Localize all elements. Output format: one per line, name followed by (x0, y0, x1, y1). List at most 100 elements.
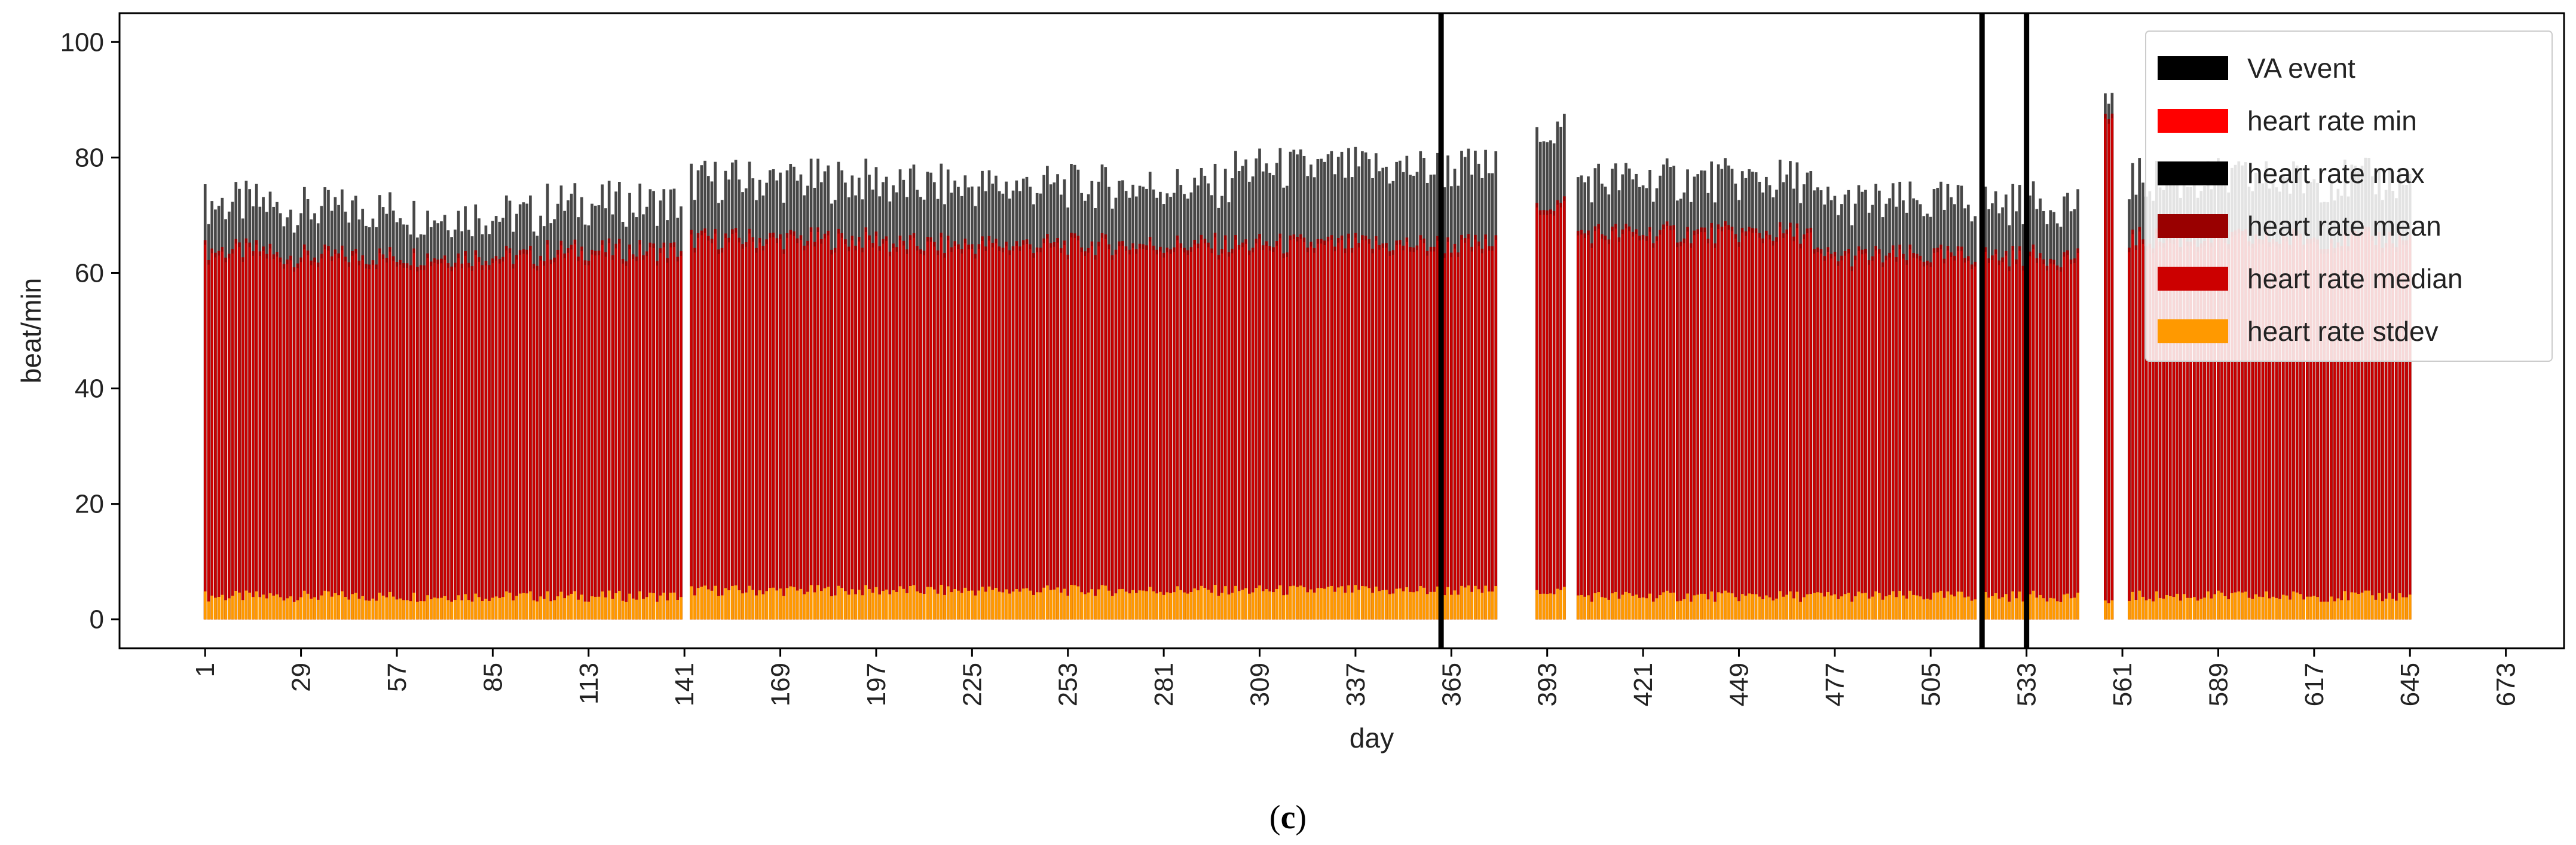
bar-stdev (1997, 599, 2001, 620)
bar-median (245, 243, 247, 620)
bar-stdev (1457, 594, 1460, 620)
bar-median (711, 243, 713, 620)
bar-median (1341, 240, 1343, 620)
bar-stdev (648, 593, 652, 620)
bar-median (919, 254, 922, 620)
bar-stdev (1001, 592, 1005, 620)
bar-stdev (2206, 591, 2210, 620)
bar-stdev (2316, 597, 2319, 620)
bar-stdev (827, 587, 830, 620)
bar-stdev (2370, 595, 2374, 620)
bar-stdev (635, 599, 638, 620)
bar-median (550, 264, 552, 620)
bar-stdev (1778, 591, 1782, 620)
bar-median (1296, 241, 1299, 620)
bar-median (1881, 267, 1884, 620)
bar-stdev (1963, 597, 1966, 620)
bar-median (324, 249, 326, 620)
bar-median (501, 261, 504, 620)
bar-median (2405, 245, 2408, 620)
bar-stdev (1621, 594, 1624, 620)
bar-median (1864, 253, 1867, 620)
bar-stdev (2141, 596, 2144, 620)
bar-stdev (1724, 590, 1727, 620)
bar-stdev (1853, 596, 1857, 620)
bar-stdev (943, 594, 946, 620)
bar-stdev (1546, 594, 1549, 620)
bar-stdev (2254, 594, 2257, 620)
bar-stdev (1399, 588, 1402, 620)
bar-stdev (717, 596, 720, 620)
bar-median (1272, 252, 1275, 620)
bar-median (454, 267, 457, 620)
bar-median (1477, 246, 1480, 620)
bar-stdev (2168, 596, 2172, 620)
bar-stdev (2138, 590, 2141, 620)
bar-stdev (467, 600, 470, 620)
bar-stdev (1056, 587, 1059, 620)
bar-median (1042, 243, 1045, 620)
bar-median (1905, 264, 1908, 620)
bar-median (368, 269, 371, 620)
bar-median (1131, 248, 1134, 620)
bar-stdev (1761, 599, 1764, 620)
bar-median (1361, 239, 1364, 620)
bar-stdev (1665, 590, 1669, 620)
bar-stdev (2015, 598, 2018, 620)
bar-median (824, 238, 826, 620)
bar-median (221, 251, 224, 620)
bar-stdev (769, 588, 772, 620)
legend-box (2145, 30, 2553, 362)
bar-stdev (1991, 596, 1994, 620)
bar-stdev (1682, 599, 1686, 620)
bar-stdev (248, 593, 252, 620)
bar-stdev (1223, 586, 1227, 620)
bar-stdev (446, 600, 450, 620)
bar-median (889, 256, 891, 620)
bar-stdev (1888, 594, 1891, 620)
bar-median (354, 253, 357, 620)
bar-median (478, 261, 481, 620)
bar-median (570, 249, 573, 620)
bar-median (1279, 238, 1281, 620)
bar-median (992, 247, 994, 620)
bar-stdev (751, 590, 755, 620)
legend-label: heart rate max (2247, 158, 2425, 189)
bar-stdev (282, 600, 286, 620)
bar-median (461, 268, 463, 620)
bar-median (2104, 118, 2107, 620)
bar-stdev (286, 598, 289, 620)
bar-stdev (2346, 600, 2350, 620)
bar-median (420, 270, 422, 620)
bar-stdev (525, 593, 529, 620)
bar-stdev (919, 593, 922, 620)
legend-label: VA event (2247, 53, 2355, 84)
bar-median (2076, 253, 2079, 620)
bar-median (2254, 239, 2257, 620)
bar-median (1050, 248, 1052, 620)
bar-median (598, 255, 600, 620)
bar-stdev (1385, 590, 1388, 620)
bar-stdev (381, 596, 385, 620)
bar-stdev (1210, 593, 1213, 620)
bar-median (2131, 234, 2134, 620)
bar-stdev (1378, 591, 1381, 620)
bar-median (1152, 250, 1155, 620)
bar-stdev (806, 591, 809, 620)
bar-stdev (385, 597, 388, 620)
bar-median (1697, 234, 1699, 620)
bar-median (1471, 251, 1473, 620)
bar-stdev (2192, 597, 2196, 620)
bar-median (2029, 256, 2032, 620)
bar-stdev (2069, 598, 2073, 620)
bar-median (204, 245, 206, 620)
bar-median (1077, 240, 1079, 620)
bar-median (1717, 228, 1720, 620)
bar-stdev (2384, 599, 2388, 620)
bar-stdev (1008, 593, 1011, 620)
bar-stdev (2364, 590, 2367, 620)
bar-median (1844, 255, 1846, 620)
bar-median (1950, 257, 1953, 620)
bar-median (1721, 231, 1723, 620)
bar-stdev (252, 597, 255, 620)
